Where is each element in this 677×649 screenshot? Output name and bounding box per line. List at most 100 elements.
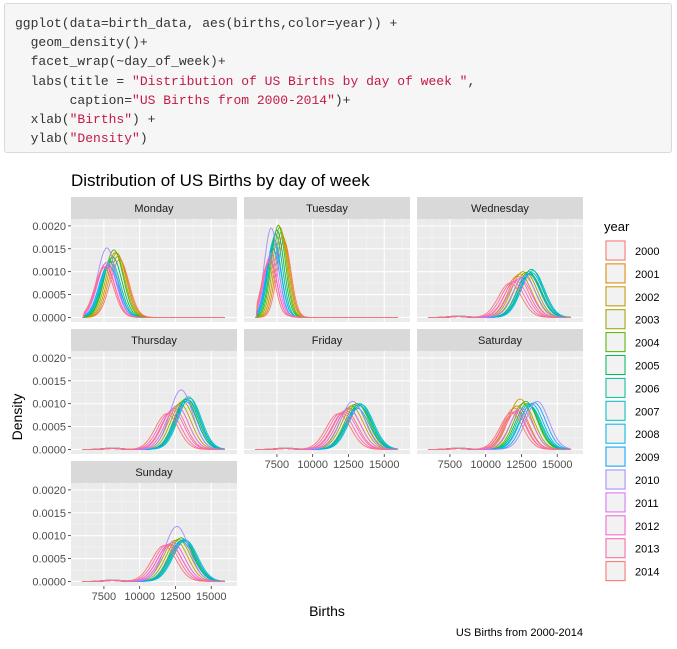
legend-key [605, 377, 626, 398]
facet-panel-friday: Friday 7500 10000 12500 15000 [244, 329, 410, 471]
panel-background [71, 483, 237, 586]
legend-key-background [605, 354, 626, 376]
density-line-2014 [82, 267, 225, 318]
legend-key [605, 286, 626, 307]
legend: year 2000 2001 2002 2003 2004 2005 2006 2007 200… [604, 219, 659, 582]
x-tick-label: 10000 [297, 459, 328, 471]
code-string: "Distribution of US Births by day of wee… [132, 73, 468, 89]
code-string: "Density" [69, 131, 140, 147]
legend-item-2012: 2012 [605, 514, 659, 536]
legend-label: 2001 [635, 269, 659, 281]
y-tick-label: 0.0010 [32, 267, 66, 279]
legend-label: 2009 [635, 452, 659, 464]
legend-item-2003: 2003 [605, 308, 659, 330]
facet-label: Thursday [131, 335, 177, 347]
legend-item-2010: 2010 [605, 469, 659, 490]
code-text: facet_wrap(~day_of_week)+ [15, 54, 226, 70]
x-tick-label: 7500 [92, 591, 116, 603]
facet-strip [417, 197, 583, 219]
facet-strip [71, 461, 237, 483]
legend-item-2000: 2000 [605, 240, 659, 261]
legend-key [605, 332, 626, 353]
legend-item-2006: 2006 [605, 377, 659, 399]
density-facet-chart: Distribution of US Births by day of week… [9, 171, 659, 639]
y-tick-label: 0.0005 [32, 554, 66, 566]
code-string: "Births" [69, 111, 133, 127]
x-tick-label: 10000 [124, 591, 155, 603]
density-curves [82, 247, 225, 318]
x-tick-label: 15000 [196, 591, 227, 603]
density-line-2014 [82, 545, 225, 582]
facet-panel-wednesday: Wednesday [417, 197, 583, 322]
y-tick-label: 0.0015 [32, 508, 66, 520]
y-tick-label: 0.0005 [32, 290, 66, 302]
legend-label: 2005 [635, 361, 659, 373]
legend-key [605, 309, 626, 330]
legend-key-background [605, 262, 626, 284]
x-tick-label: 12500 [333, 459, 364, 471]
y-tick-label: 0.0000 [32, 444, 66, 456]
legend-label: 2014 [635, 567, 659, 579]
legend-item-2007: 2007 [605, 400, 659, 422]
facet-panels: Monday 0.0000 0.0005 0.0010 0.0015 0.0020 Tues… [32, 197, 583, 603]
density-curves [428, 398, 572, 450]
code-text: )+ [334, 92, 351, 108]
code-string: "US Births from 2000-2014" [132, 92, 335, 108]
density-curves [255, 400, 399, 450]
code-line: ylab("Density") [15, 129, 661, 148]
code-block: ggplot(data=birth_data, aes(births,color… [4, 3, 672, 153]
x-tick-label: 12500 [160, 591, 191, 603]
code-text: ) [139, 131, 148, 147]
legend-key-background [605, 400, 626, 422]
density-curves [82, 389, 226, 450]
code-line: ggplot(data=birth_data, aes(births,color… [15, 14, 661, 33]
legend-label: 2011 [635, 498, 659, 510]
code-text: xlab( [15, 111, 70, 127]
legend-key [605, 263, 626, 284]
density-curves [255, 224, 398, 318]
legend-key [605, 561, 626, 582]
facet-panel-saturday: Saturday 7500 10000 12500 15000 [417, 329, 583, 471]
y-tick-label: 0.0010 [32, 399, 66, 411]
legend-key-background [605, 308, 626, 330]
x-axis-title: Births [309, 603, 345, 619]
legend-label: 2000 [635, 246, 659, 258]
density-curves [82, 526, 226, 582]
facet-panel-monday: Monday 0.0000 0.0005 0.0010 0.0015 0.0020 [32, 197, 237, 324]
density-line-2014 [428, 282, 571, 318]
legend-key-background [605, 285, 626, 307]
legend-key-background [605, 377, 626, 399]
panel-background [417, 219, 583, 322]
density-line-2014 [255, 262, 398, 318]
x-tick-label: 7500 [265, 459, 289, 471]
code-text: labs(title = [15, 73, 133, 89]
facet-panel-tuesday: Tuesday [244, 197, 410, 322]
legend-key [605, 492, 626, 513]
x-tick-label: 15000 [542, 459, 573, 471]
legend-key [605, 400, 626, 421]
legend-key [605, 469, 626, 490]
y-tick-label: 0.0000 [32, 576, 66, 588]
y-tick-label: 0.0020 [32, 221, 66, 233]
legend-key-background [605, 423, 626, 445]
x-tick-label: 7500 [438, 459, 462, 471]
code-text: ) + [132, 111, 156, 127]
legend-item-2011: 2011 [605, 491, 659, 513]
legend-label: 2010 [635, 475, 659, 487]
legend-label: 2003 [635, 315, 659, 327]
code-line: facet_wrap(~day_of_week)+ [15, 52, 661, 71]
code-line: xlab("Births") + [15, 110, 661, 129]
code-text: ggplot(data=birth_data, aes(births,color… [15, 16, 398, 31]
density-line-2014 [255, 413, 398, 450]
legend-key [605, 423, 626, 444]
facet-strip [244, 197, 410, 219]
code-line: caption="US Births from 2000-2014")+ [15, 91, 661, 110]
density-line-2014 [428, 412, 571, 450]
code-text: geom_density()+ [15, 35, 148, 51]
legend-item-2005: 2005 [605, 354, 659, 376]
legend-key [605, 538, 626, 559]
y-tick-label: 0.0015 [32, 244, 66, 256]
legend-label: 2013 [635, 544, 659, 556]
code-line: labs(title = "Distribution of US Births … [15, 72, 661, 91]
legend-key-background [605, 240, 626, 261]
